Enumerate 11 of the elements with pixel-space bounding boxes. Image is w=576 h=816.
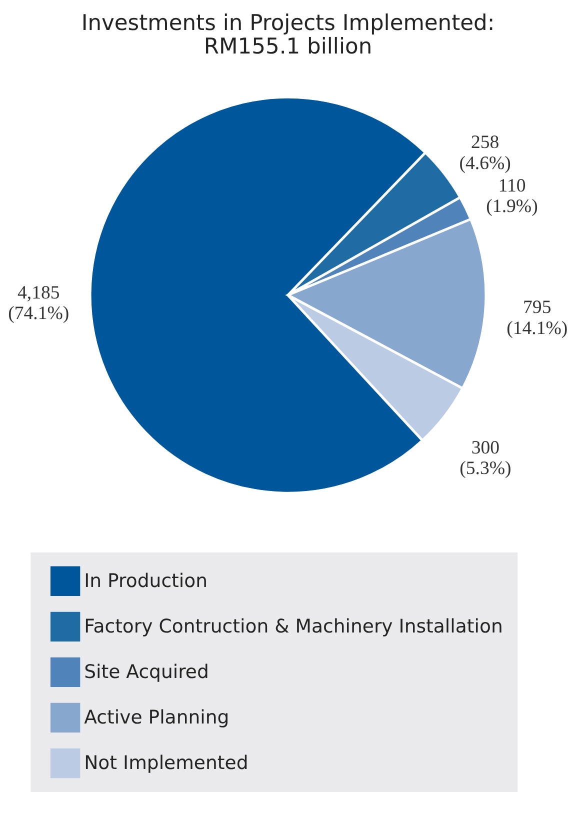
data-label: 110 (1.9%): [486, 175, 538, 218]
legend-label: In Production: [84, 571, 208, 592]
data-label: 300 (5.3%): [460, 437, 512, 480]
data-label: 258 (4.6%): [459, 132, 511, 174]
legend-label: Active Planning: [84, 708, 230, 729]
legend-label: Factory Contruction & Machinery Installation: [84, 616, 503, 638]
data-label: 4,185 (74.1%): [8, 282, 70, 324]
legend-label: Site Acquired: [84, 662, 209, 684]
data-label: 795 (14.1%): [506, 297, 568, 339]
legend-label: Not Implemented: [84, 753, 248, 774]
chart-title: Investments in Projects Implemented: RM155.1 billion: [81, 10, 495, 60]
